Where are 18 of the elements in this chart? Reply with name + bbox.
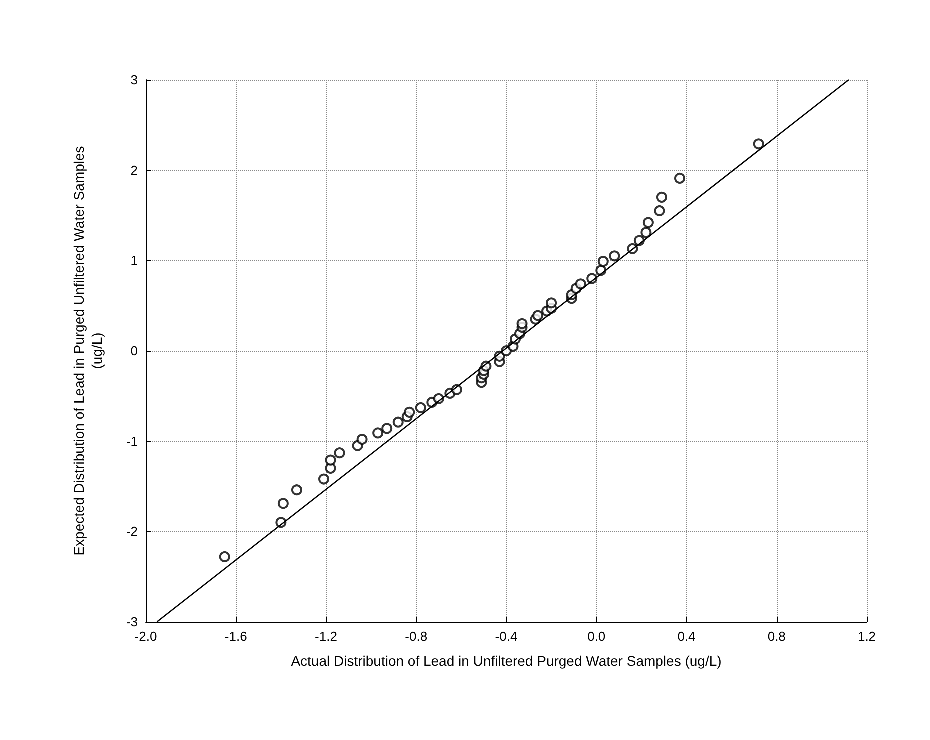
y-tick-label: 1 (130, 253, 138, 268)
x-tick-label: 0.4 (678, 629, 696, 644)
x-tick-label: -2.0 (134, 629, 158, 644)
y-tick-label: 3 (130, 72, 138, 88)
y-tick-label: 2 (130, 162, 138, 178)
x-tick-label: -0.4 (495, 629, 518, 644)
x-axis-title: Actual Distribution of Lead in Unfiltered Purged Water Samples (ug/L) (291, 653, 722, 669)
x-tick-label: -1.6 (224, 629, 248, 644)
y-tick-label: 0 (130, 344, 138, 358)
x-tick-label: -0.8 (405, 629, 428, 644)
x-tick-label: -1.2 (315, 629, 338, 644)
x-tick-label: 0.8 (768, 629, 786, 644)
y-tick-label: -3 (126, 614, 138, 630)
y-tick-label: -1 (126, 434, 138, 449)
y-axis-title: Expected Distribution of Lead in Purged Unfiltered Water Samples (ug/L) (71, 146, 105, 556)
x-tick-label: 1.2 (858, 629, 876, 644)
x-tick-label: 0.0 (588, 629, 606, 644)
y-tick-label: -2 (126, 524, 138, 540)
